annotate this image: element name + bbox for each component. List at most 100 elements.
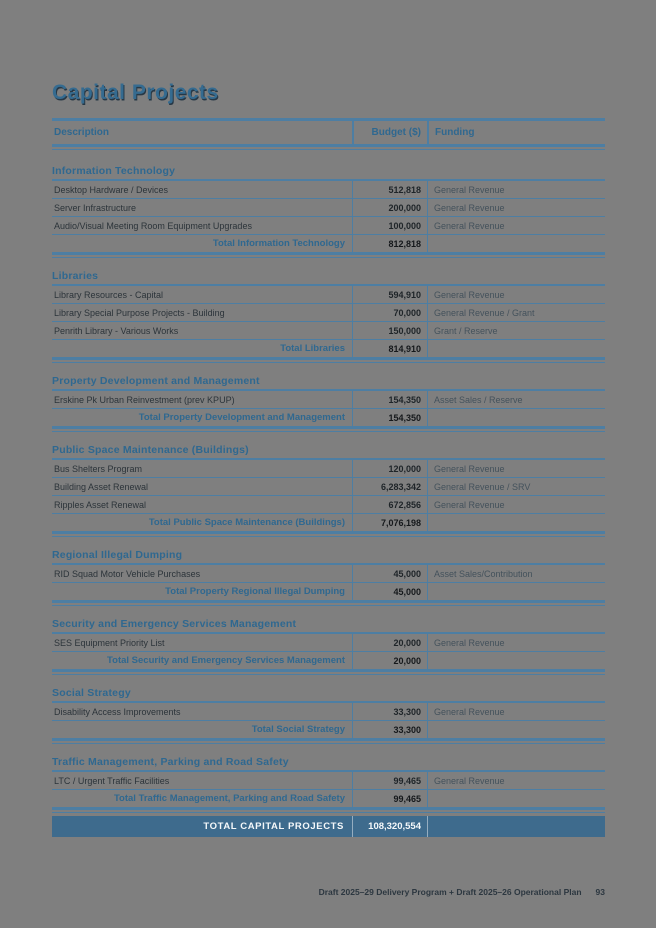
section-total-row: Total Information Technology 812,818 — [52, 234, 605, 255]
table-section: Libraries Library Resources - Capital 594,… — [52, 270, 605, 363]
section-total-value: 812,818 — [352, 235, 427, 252]
row-budget: 99,465 — [352, 772, 427, 789]
section-rows: Library Resources - Capital 594,910 Genera… — [52, 286, 605, 339]
section-rows: Disability Access Improvements 33,300 Gene… — [52, 703, 605, 720]
page-number: 93 — [595, 887, 605, 897]
table-row: Penrith Library - Various Works 150,000 Gr… — [52, 321, 605, 339]
row-funding: General Revenue — [427, 460, 605, 477]
section-total-funding-cell — [427, 340, 605, 357]
row-description: Library Special Purpose Projects - Build… — [54, 307, 225, 318]
row-funding: General Revenue / SRV — [427, 478, 605, 495]
section-total-row: Total Property Development and Managemen… — [52, 408, 605, 429]
row-budget: 6,283,342 — [352, 478, 427, 495]
column-header-funding: Funding — [427, 121, 605, 144]
section-total-row: Total Traffic Management, Parking and Ro… — [52, 789, 605, 810]
section-rows: Erskine Pk Urban Reinvestment (prev KPUP… — [52, 391, 605, 408]
row-budget: 70,000 — [352, 304, 427, 321]
table-section: Social Strategy Disability Access Improve… — [52, 687, 605, 744]
page-footer: Draft 2025–29 Delivery Program + Draft 2… — [52, 887, 605, 897]
section-total-row: Total Libraries 814,910 — [52, 339, 605, 360]
section-title: Security and Emergency Services Manageme… — [52, 618, 605, 634]
row-budget: 154,350 — [352, 391, 427, 408]
section-total-funding-cell — [427, 721, 605, 738]
section-total-value: 33,300 — [352, 721, 427, 738]
section-title: Traffic Management, Parking and Road Saf… — [52, 756, 605, 772]
section-rows: Desktop Hardware / Devices 512,818 General… — [52, 181, 605, 234]
section-title: Public Space Maintenance (Buildings) — [52, 444, 605, 460]
row-description: Disability Access Improvements — [54, 706, 181, 717]
grand-total-label: TOTAL CAPITAL PROJECTS — [203, 821, 344, 832]
capital-projects-table: Description Budget ($) Funding Informati… — [52, 118, 605, 837]
section-total-funding-cell — [427, 409, 605, 426]
section-total-label: Total Libraries — [280, 343, 345, 354]
section-rows: LTC / Urgent Traffic Facilities 99,465 Gen… — [52, 772, 605, 789]
row-description: Bus Shelters Program — [54, 463, 143, 474]
table-row: Server Infrastructure 200,000 General Reve… — [52, 198, 605, 216]
section-total-value: 45,000 — [352, 583, 427, 600]
row-funding: Grant / Reserve — [427, 322, 605, 339]
table-section: Information Technology Desktop Hardware /… — [52, 165, 605, 258]
row-budget: 512,818 — [352, 181, 427, 198]
section-total-label: Total Traffic Management, Parking and Ro… — [113, 793, 345, 804]
row-budget: 672,856 — [352, 496, 427, 513]
row-budget: 200,000 — [352, 199, 427, 216]
row-description: Building Asset Renewal — [54, 481, 149, 492]
row-budget: 45,000 — [352, 565, 427, 582]
table-row: Erskine Pk Urban Reinvestment (prev KPUP… — [52, 391, 605, 408]
section-title: Social Strategy — [52, 687, 605, 703]
section-title: Information Technology — [52, 165, 605, 181]
section-total-funding-cell — [427, 790, 605, 807]
section-total-funding-cell — [427, 235, 605, 252]
row-budget: 150,000 — [352, 322, 427, 339]
section-title: Regional Illegal Dumping — [52, 549, 605, 565]
section-total-funding-cell — [427, 583, 605, 600]
section-total-value: 7,076,198 — [352, 514, 427, 531]
grand-total-row: TOTAL CAPITAL PROJECTS 108,320,554 — [52, 816, 605, 837]
section-total-label: Total Property Development and Managemen… — [138, 412, 345, 423]
table-row: LTC / Urgent Traffic Facilities 99,465 Gen… — [52, 772, 605, 789]
grand-total-funding-cell — [427, 816, 605, 837]
section-total-label: Total Property Regional Illegal Dumping — [165, 586, 345, 597]
table-section: Security and Emergency Services Manageme… — [52, 618, 605, 675]
table-row: RID Squad Motor Vehicle Purchases 45,000 A… — [52, 565, 605, 582]
section-total-funding-cell — [427, 652, 605, 669]
section-total-label: Total Public Space Maintenance (Building… — [148, 517, 345, 528]
row-description: RID Squad Motor Vehicle Purchases — [54, 568, 201, 579]
section-total-value: 99,465 — [352, 790, 427, 807]
row-description: Erskine Pk Urban Reinvestment (prev KPUP… — [54, 394, 235, 405]
section-total-row: Total Security and Emergency Services Ma… — [52, 651, 605, 672]
row-funding: General Revenue — [427, 703, 605, 720]
table-header-row: Description Budget ($) Funding — [52, 118, 605, 147]
row-description: LTC / Urgent Traffic Facilities — [54, 775, 170, 786]
row-funding: Asset Sales / Reserve — [427, 391, 605, 408]
section-total-label: Total Social Strategy — [251, 724, 345, 735]
row-description: SES Equipment Priority List — [54, 637, 165, 648]
section-rows: Bus Shelters Program 120,000 General Reven… — [52, 460, 605, 513]
row-funding: General Revenue — [427, 496, 605, 513]
row-description: Audio/Visual Meeting Room Equipment Upgr… — [54, 220, 252, 231]
table-section: Regional Illegal Dumping RID Squad Motor … — [52, 549, 605, 606]
row-funding: General Revenue — [427, 634, 605, 651]
row-budget: 120,000 — [352, 460, 427, 477]
table-header-block: Description Budget ($) Funding — [52, 118, 605, 150]
row-description: Server Infrastructure — [54, 202, 137, 213]
row-funding: General Revenue — [427, 286, 605, 303]
section-total-row: Total Property Regional Illegal Dumping 4… — [52, 582, 605, 603]
column-header-description: Description — [54, 127, 110, 138]
page-title: Capital Projects — [52, 81, 219, 104]
table-sections: Information Technology Desktop Hardware /… — [52, 165, 605, 813]
table-row: Library Resources - Capital 594,910 Genera… — [52, 286, 605, 303]
row-description: Ripples Asset Renewal — [54, 499, 147, 510]
row-funding: General Revenue — [427, 217, 605, 234]
table-row: Audio/Visual Meeting Room Equipment Upgr… — [52, 216, 605, 234]
footer-text: Draft 2025–29 Delivery Program + Draft 2… — [318, 887, 582, 897]
row-funding: Asset Sales/Contribution — [427, 565, 605, 582]
section-total-value: 814,910 — [352, 340, 427, 357]
section-title: Libraries — [52, 270, 605, 286]
grand-total-value: 108,320,554 — [352, 816, 427, 837]
row-budget: 100,000 — [352, 217, 427, 234]
table-row: Disability Access Improvements 33,300 Gene… — [52, 703, 605, 720]
section-total-funding-cell — [427, 514, 605, 531]
table-row: Ripples Asset Renewal 672,856 General Reve… — [52, 495, 605, 513]
row-funding: General Revenue — [427, 199, 605, 216]
